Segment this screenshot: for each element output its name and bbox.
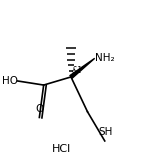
- Text: HCl: HCl: [52, 144, 71, 154]
- Text: NH₂: NH₂: [95, 53, 114, 63]
- Text: &1: &1: [72, 65, 83, 75]
- Text: SH: SH: [98, 127, 113, 137]
- Text: O: O: [35, 104, 44, 114]
- Polygon shape: [70, 58, 95, 78]
- Text: HO: HO: [2, 76, 18, 86]
